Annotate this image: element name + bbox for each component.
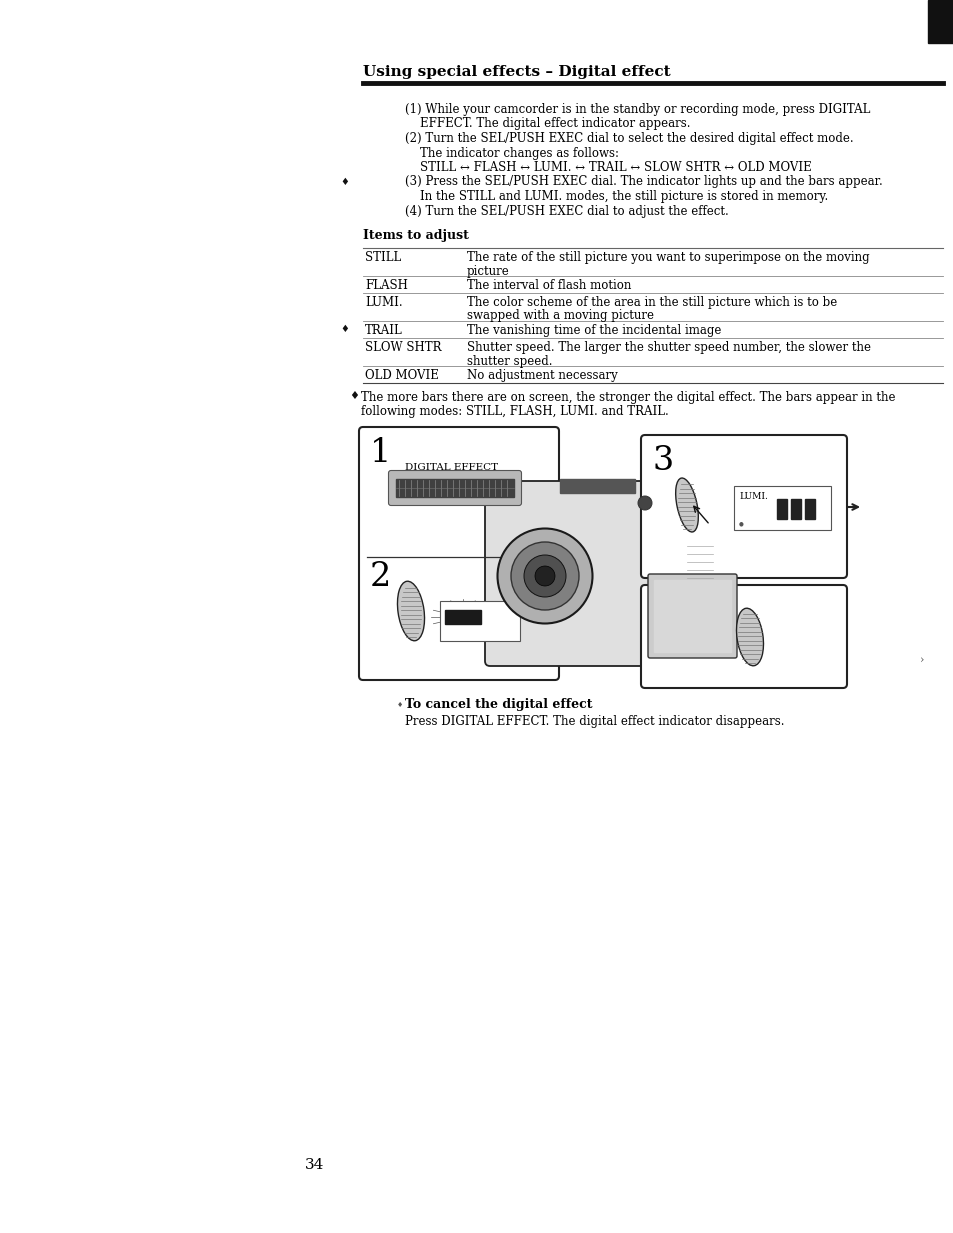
FancyBboxPatch shape [484, 481, 709, 666]
FancyBboxPatch shape [358, 427, 558, 681]
Text: The more bars there are on screen, the stronger the digital effect. The bars app: The more bars there are on screen, the s… [360, 391, 895, 404]
Bar [927, 0, 953, 43]
Ellipse shape [397, 581, 424, 641]
Text: 34: 34 [305, 1158, 324, 1173]
FancyBboxPatch shape [439, 600, 519, 641]
Text: To cancel the digital effect: To cancel the digital effect [405, 698, 592, 711]
Text: following modes: STILL, FLASH, LUMI. and TRAIL.: following modes: STILL, FLASH, LUMI. and… [360, 404, 668, 418]
Text: shutter speed.: shutter speed. [467, 355, 552, 367]
Text: SLOW SHTR: SLOW SHTR [365, 342, 441, 354]
Text: ●: ● [739, 522, 743, 526]
Text: swapped with a moving picture: swapped with a moving picture [467, 309, 654, 323]
Bar [654, 580, 730, 652]
Text: 3: 3 [652, 445, 674, 477]
Text: No adjustment necessary: No adjustment necessary [467, 369, 618, 382]
Bar [444, 610, 480, 624]
FancyBboxPatch shape [733, 486, 830, 530]
Text: STILL: STILL [365, 252, 401, 264]
Text: picture: picture [467, 265, 509, 277]
Text: 1: 1 [370, 436, 391, 469]
Text: 4: 4 [652, 596, 674, 628]
Text: ›: › [919, 656, 923, 666]
Text: (4) Turn the SEL/PUSH EXEC dial to adjust the effect.: (4) Turn the SEL/PUSH EXEC dial to adjus… [405, 205, 728, 217]
Text: The interval of flash motion: The interval of flash motion [467, 279, 631, 292]
Ellipse shape [675, 478, 698, 531]
Bar [804, 499, 814, 519]
Text: The color scheme of the area in the still picture which is to be: The color scheme of the area in the stil… [467, 296, 837, 309]
Text: Using special effects – Digital effect: Using special effects – Digital effect [363, 65, 670, 79]
Text: Shutter speed. The larger the shutter speed number, the slower the: Shutter speed. The larger the shutter sp… [467, 342, 870, 354]
Ellipse shape [497, 529, 592, 624]
Text: The indicator changes as follows:: The indicator changes as follows: [405, 147, 618, 159]
Ellipse shape [535, 566, 555, 586]
Text: ♦: ♦ [396, 702, 403, 709]
Text: (1) While your camcorder is in the standby or recording mode, press DIGITAL: (1) While your camcorder is in the stand… [405, 104, 869, 116]
Text: STILL ↔ FLASH ↔ LUMI. ↔ TRAIL ↔ SLOW SHTR ↔ OLD MOVIE: STILL ↔ FLASH ↔ LUMI. ↔ TRAIL ↔ SLOW SHT… [405, 162, 811, 174]
Text: TRAIL: TRAIL [365, 324, 402, 337]
Text: LUMI: LUMI [446, 612, 467, 619]
Bar [559, 478, 635, 493]
Text: FLASH: FLASH [365, 279, 408, 292]
Bar [776, 499, 786, 519]
Text: (2) Turn the SEL/PUSH EXEC dial to select the desired digital effect mode.: (2) Turn the SEL/PUSH EXEC dial to selec… [405, 132, 853, 145]
Text: LUMI.: LUMI. [739, 492, 767, 501]
Text: LUMI.: LUMI. [365, 296, 402, 309]
Text: ♦: ♦ [349, 391, 358, 401]
Text: The rate of the still picture you want to superimpose on the moving: The rate of the still picture you want t… [467, 252, 869, 264]
Text: EFFECT. The digital effect indicator appears.: EFFECT. The digital effect indicator app… [405, 117, 690, 131]
Text: In the STILL and LUMI. modes, the still picture is stored in memory.: In the STILL and LUMI. modes, the still … [405, 190, 827, 203]
FancyBboxPatch shape [388, 471, 521, 506]
Bar [790, 499, 801, 519]
FancyBboxPatch shape [681, 543, 718, 639]
Text: 2: 2 [370, 561, 391, 593]
Ellipse shape [511, 543, 578, 610]
Text: ♦: ♦ [339, 324, 349, 333]
Ellipse shape [638, 496, 651, 510]
Text: OLD MOVIE: OLD MOVIE [365, 369, 438, 382]
FancyBboxPatch shape [647, 575, 737, 658]
Text: ♦: ♦ [339, 179, 349, 187]
Text: Items to adjust: Items to adjust [363, 229, 468, 242]
FancyBboxPatch shape [640, 435, 846, 578]
Ellipse shape [523, 555, 565, 597]
Text: The vanishing time of the incidental image: The vanishing time of the incidental ima… [467, 324, 720, 337]
Text: DIGITAL EFFECT: DIGITAL EFFECT [405, 464, 497, 472]
Bar [395, 478, 514, 497]
Text: (3) Press the SEL/PUSH EXEC dial. The indicator lights up and the bars appear.: (3) Press the SEL/PUSH EXEC dial. The in… [405, 175, 882, 189]
Text: Press DIGITAL EFFECT. The digital effect indicator disappears.: Press DIGITAL EFFECT. The digital effect… [405, 715, 783, 727]
FancyBboxPatch shape [640, 584, 846, 688]
Ellipse shape [736, 608, 762, 666]
